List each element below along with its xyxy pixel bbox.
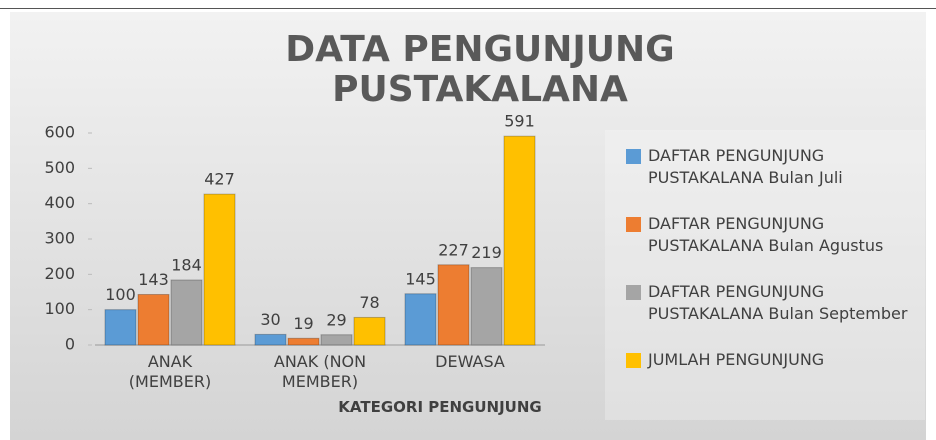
legend-swatch (626, 149, 641, 164)
bar (437, 264, 470, 346)
x-tick-label: DEWASA (435, 352, 505, 371)
bar (353, 316, 386, 346)
legend-swatch (626, 285, 641, 300)
data-label: 100 (105, 285, 136, 304)
bar (470, 267, 503, 346)
legend-label: DAFTAR PENGUNJUNG PUSTAKALANA Bulan Sept… (648, 282, 908, 323)
chart-title: DATA PENGUNJUNG PUSTAKALANA (285, 29, 675, 110)
y-tick-label: 300 (44, 229, 75, 248)
bar (137, 293, 170, 346)
bar (287, 337, 320, 346)
data-label: 143 (138, 270, 169, 289)
bar (104, 309, 137, 346)
chart-background (10, 12, 926, 440)
data-label: 591 (504, 112, 535, 131)
legend-label: DAFTAR PENGUNJUNG PUSTAKALANA Bulan Juli (648, 146, 843, 187)
data-label: 219 (471, 243, 502, 262)
data-label: 30 (260, 310, 280, 329)
data-label: 19 (293, 314, 313, 333)
bar (320, 334, 353, 346)
y-tick-label: 100 (44, 299, 75, 318)
data-label: 427 (204, 170, 235, 189)
y-tick-label: 500 (44, 158, 75, 177)
data-label: 145 (405, 269, 436, 288)
legend-label: DAFTAR PENGUNJUNG PUSTAKALANA Bulan Agus… (648, 214, 884, 255)
data-label: 78 (359, 293, 379, 312)
bar (404, 293, 437, 346)
x-tick-label: ANAK (MEMBER) (128, 352, 212, 391)
bar (170, 279, 203, 346)
y-tick-label: 200 (44, 264, 75, 283)
bar (203, 193, 236, 346)
top-border (0, 8, 936, 9)
bar (254, 333, 287, 346)
y-tick-label: 400 (44, 193, 75, 212)
legend-swatch (626, 353, 641, 368)
data-label: 29 (326, 310, 346, 329)
data-label: 227 (438, 240, 469, 259)
y-tick-label: 600 (44, 123, 75, 142)
x-axis-title: KATEGORI PENGUNJUNG (338, 398, 542, 416)
bar (503, 135, 536, 346)
x-tick-label: ANAK (NON MEMBER) (273, 352, 367, 391)
data-label: 184 (171, 255, 202, 274)
legend-swatch (626, 217, 641, 232)
legend-label: JUMLAH PENGUNJUNG (648, 350, 825, 369)
y-tick-label: 0 (65, 335, 75, 354)
legend-box (605, 130, 925, 420)
